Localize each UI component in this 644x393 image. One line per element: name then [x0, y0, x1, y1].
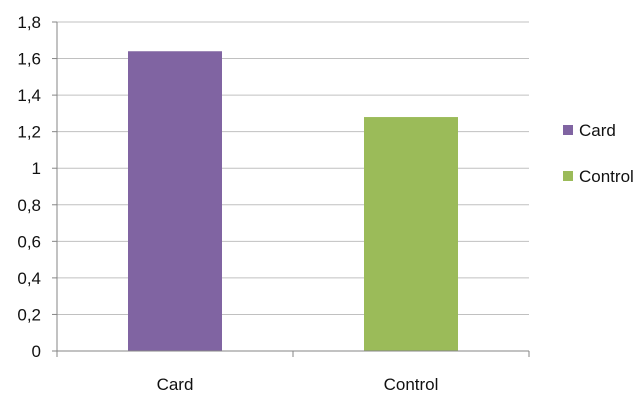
- y-tick-label: 1,8: [17, 13, 41, 32]
- y-tick-label: 0,8: [17, 196, 41, 215]
- y-tick-label: 1,4: [17, 86, 41, 105]
- legend-label: Card: [579, 121, 616, 140]
- y-tick-label: 0,4: [17, 269, 41, 288]
- y-axis-tick-labels: 0 0,2 0,4 0,6 0,8 1 1,2 1,4 1,6 1,8: [17, 13, 41, 361]
- x-axis-category-labels: Card Control: [157, 375, 439, 393]
- axes: [52, 21, 530, 357]
- bar-control: [364, 117, 458, 352]
- bar-card: [128, 51, 222, 351]
- legend: Card Control: [563, 121, 634, 186]
- x-category-label: Card: [157, 375, 194, 393]
- y-tick-label: 1,2: [17, 123, 41, 142]
- y-tick-label: 0: [32, 342, 41, 361]
- x-category-label: Control: [384, 375, 439, 393]
- legend-swatch: [563, 171, 573, 181]
- gridlines: [57, 21, 529, 315]
- y-tick-label: 0,6: [17, 232, 41, 251]
- legend-label: Control: [579, 167, 634, 186]
- y-tick-label: 0,2: [17, 305, 41, 324]
- legend-swatch: [563, 125, 573, 135]
- y-tick-label: 1: [32, 159, 41, 178]
- bars: [128, 51, 458, 352]
- y-tick-label: 1,6: [17, 50, 41, 69]
